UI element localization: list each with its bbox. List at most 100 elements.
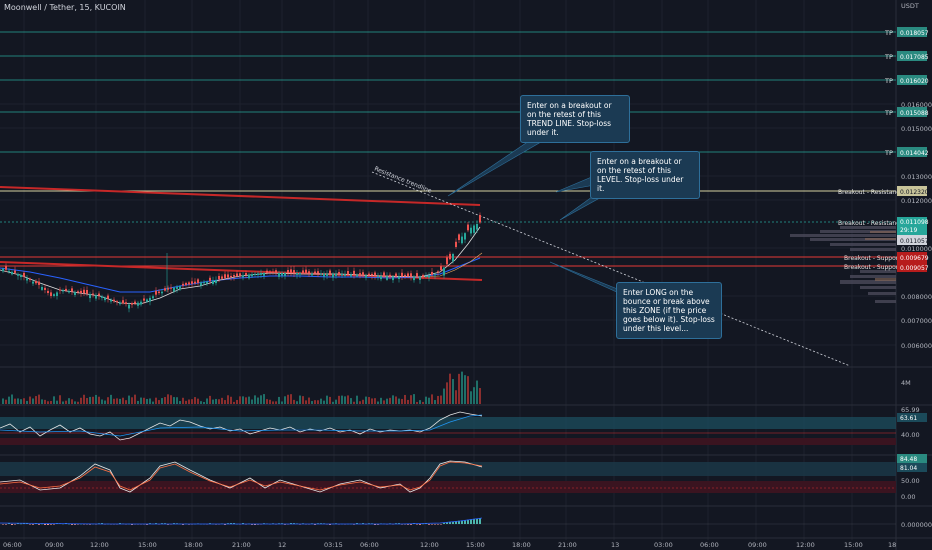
volume-bar [182,397,184,404]
volume-bar [440,395,442,404]
candle-body [23,272,25,277]
candle-body [446,257,448,265]
candle-body [380,276,382,280]
volume-bar [332,401,334,404]
volume-bar [164,397,166,404]
candle-body [398,276,400,279]
trendline-note-text: Enter on a breakout or on the retest of … [527,101,612,137]
trendline-note[interactable]: Enter on a breakout or on the retest of … [520,95,630,143]
volume-bar [167,394,169,404]
volume-bar [404,394,406,404]
volume-bar [290,394,292,404]
candle-body [95,295,97,299]
currency-label: USDT [901,2,919,10]
volume-bar [206,398,208,404]
volume-bar [116,398,118,404]
price-axis[interactable]: USDT 0.016000 0.015000 0.013000 0.012000… [901,2,932,350]
volume-bar [104,400,106,404]
candle-body [53,294,55,296]
macd-bar [434,524,436,525]
volume-bar [335,399,337,404]
chart-title: Moonwell / Tether, 15, KUCOIN [4,3,126,12]
time-tick: 15:00 [844,541,863,549]
candle-body [386,276,388,280]
candle-body [299,273,301,275]
candle-body [215,280,217,284]
candle-body [131,303,133,305]
volume-bar [38,394,40,404]
volume-bar [5,399,7,404]
tp-badge: 0.018057 [900,30,929,37]
candle-body [14,270,16,273]
zone-note[interactable]: Enter LONG on the bounce or break above … [616,282,722,339]
volume-bar [380,397,382,404]
current-price-badge: 0.011098 [900,219,929,226]
macd-bar [164,523,166,524]
candle-body [203,282,205,284]
candle-body [185,282,187,285]
volume-bar [344,396,346,404]
volume-bar [218,399,220,404]
volume-bar [185,400,187,404]
resistance-badge: 0.012320 [900,189,929,196]
tp-label: TP [884,109,893,117]
macd-bar [14,524,16,525]
volume-bar [383,400,385,404]
volume-bar [119,398,121,404]
macd-bar [362,523,364,524]
macd-bar [398,523,400,524]
candle-body [191,281,193,284]
candle-body [326,273,328,276]
candle-body [368,273,370,276]
volume-bar [107,397,109,404]
macd-bar [161,523,163,524]
level-note[interactable]: Enter on a breakout or on the retest of … [590,151,700,199]
volume-bar [338,395,340,404]
candle-body [242,275,244,278]
candle-body [47,290,49,293]
volume-bar [59,395,61,404]
rsi-band-lower [0,438,896,445]
volume-bar [302,396,304,404]
volume-bar [158,400,160,404]
candle-body [227,274,229,278]
candle-body [71,288,73,292]
volume-bar [56,400,58,404]
candle-body [476,224,478,230]
time-tick: 18:00 [184,541,203,549]
candle-body [404,274,406,277]
macd-bar [32,524,34,525]
candle-body [170,287,172,289]
time-axis[interactable]: 06:00 09:00 12:00 15:00 18:00 21:00 12 0… [3,541,896,549]
candle-body [26,278,28,281]
macd-bar [71,524,73,525]
volume-bar [200,401,202,404]
macd-axis-zero: 0.000000 [901,521,932,529]
volume-bar [74,401,76,404]
resistance-trendline[interactable] [371,171,851,367]
volume-bar [365,396,367,404]
candle-body [83,289,85,294]
price-tick: 0.010000 [901,245,932,253]
candle-body [11,271,13,275]
candle-body [440,266,442,270]
macd-bar [29,524,31,525]
volume-bar [209,395,211,404]
volume-bar [305,400,307,404]
candle-body [167,287,169,290]
price-tick: 0.015000 [901,125,932,133]
volume-bar [155,397,157,404]
candle-body [146,299,148,302]
candle-body [323,273,325,277]
volume-bar [296,401,298,404]
candle-body [116,301,118,303]
candle-body [461,236,463,244]
stoch-band-upper [0,462,896,476]
price-tick: 0.008000 [901,293,932,301]
macd-bar [437,524,439,525]
macd-bar [20,523,22,525]
macd-bar [146,524,148,525]
zone-note-text: Enter LONG on the bounce or break above … [623,288,715,333]
candle-body [260,273,262,275]
